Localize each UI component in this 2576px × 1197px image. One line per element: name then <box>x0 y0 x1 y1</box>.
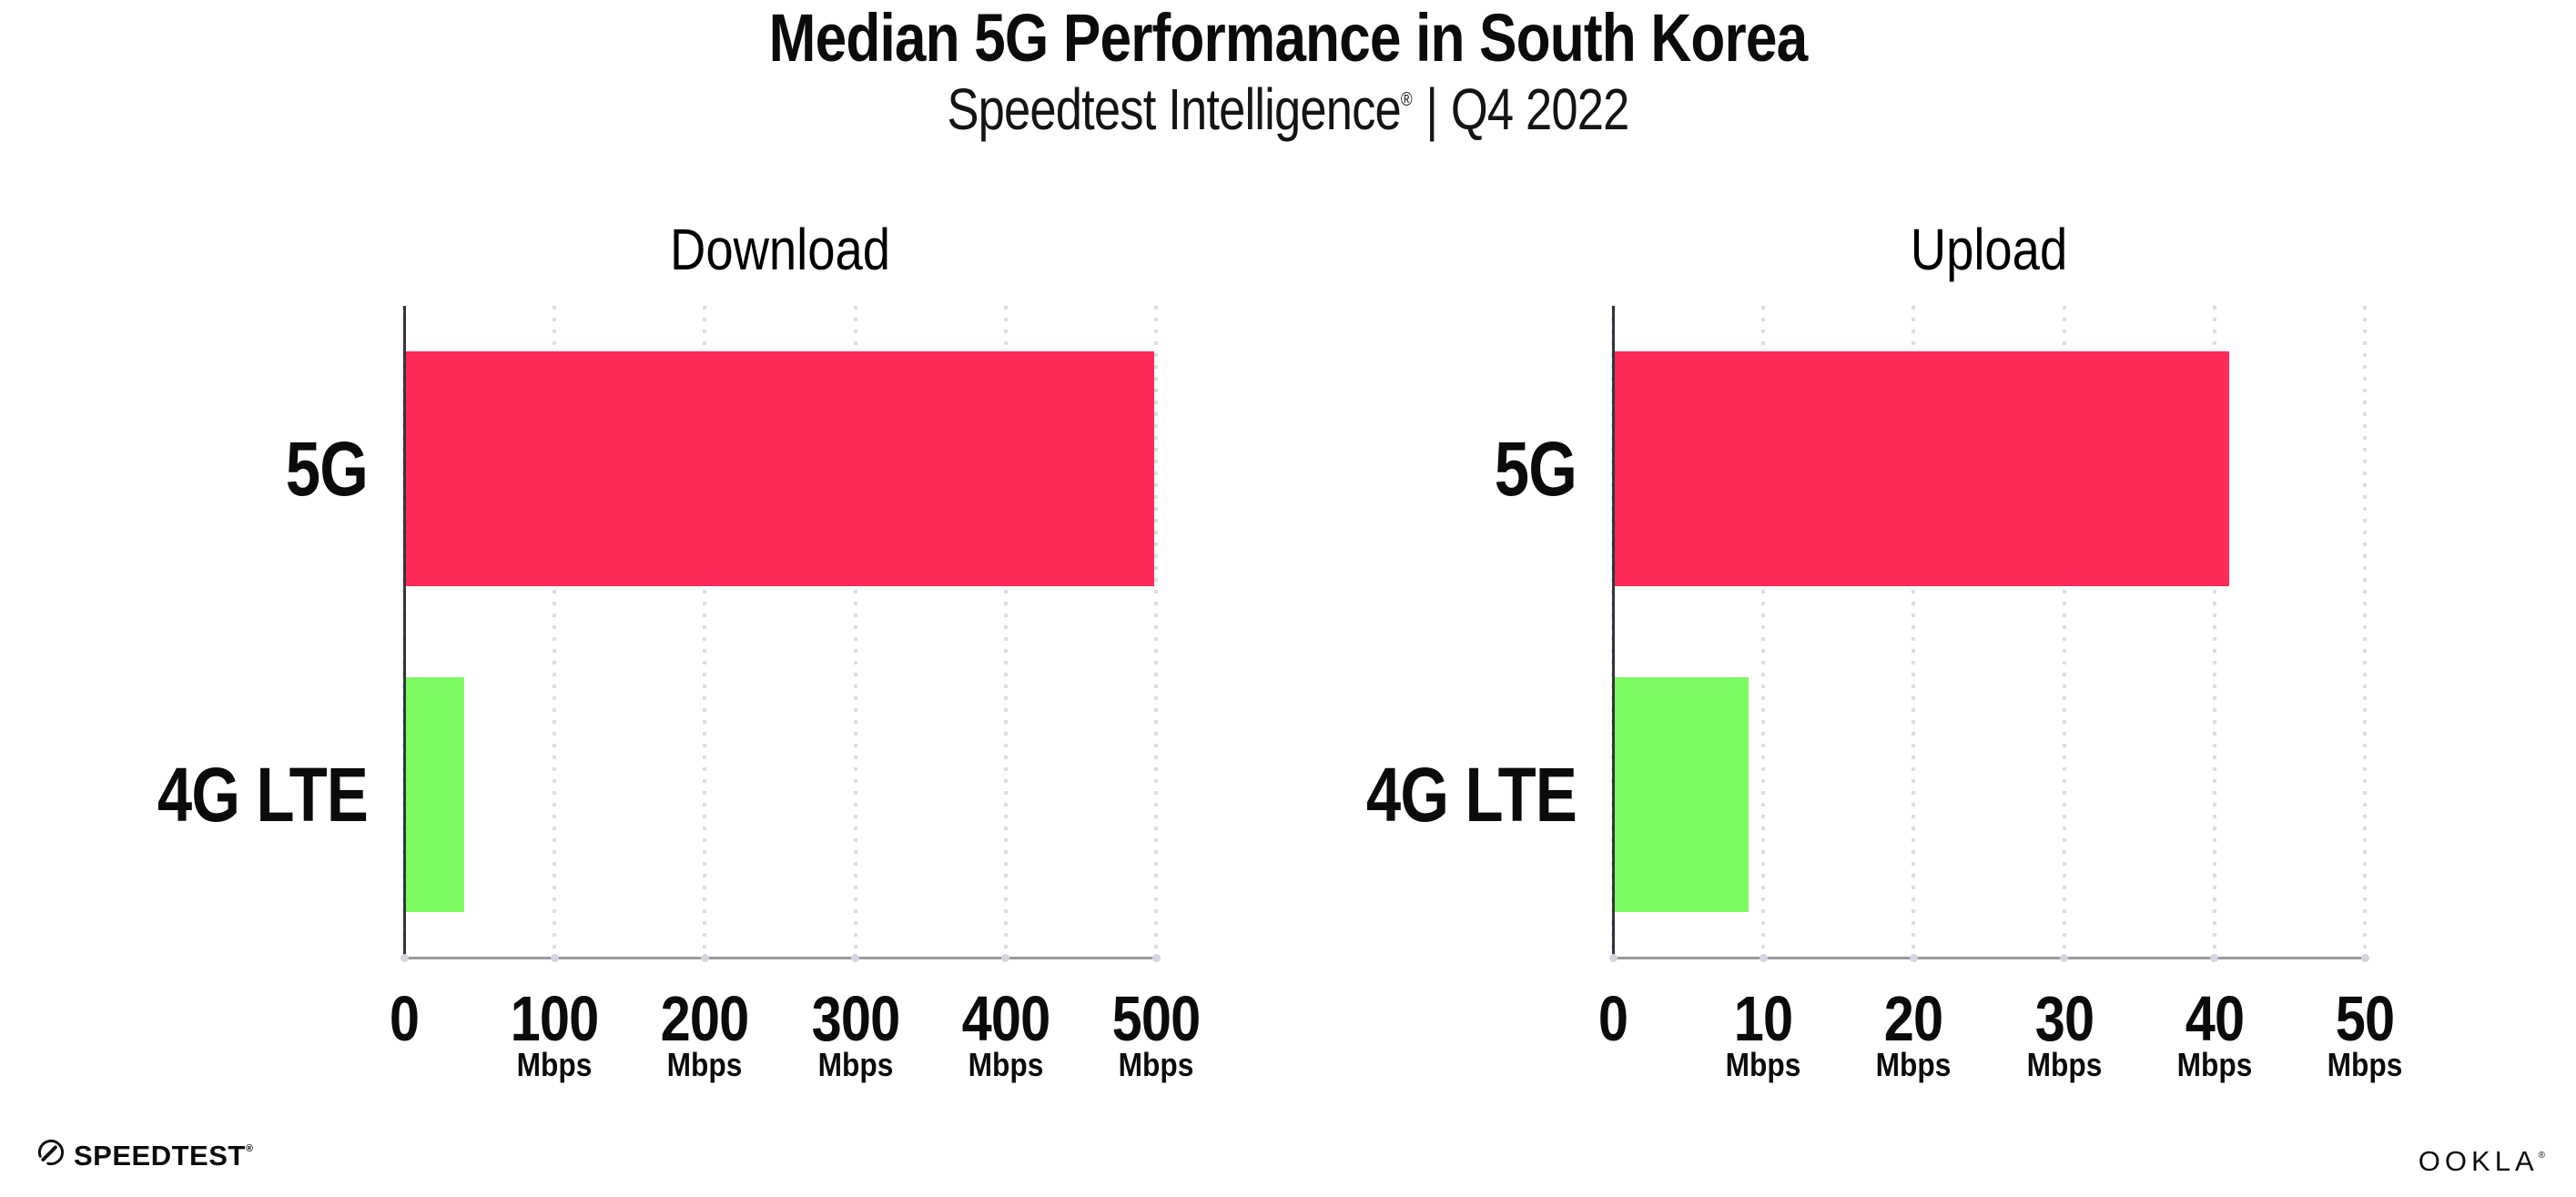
gridline <box>1003 306 1008 958</box>
axis-tick-dot <box>1759 954 1768 962</box>
x-tick-label: 30 <box>2034 983 2094 1054</box>
x-tick-label: 200 <box>661 983 750 1054</box>
x-tick-label: 400 <box>961 983 1050 1054</box>
speedtest-wordmark: SPEEDTEST® <box>74 1140 254 1172</box>
bar-5g <box>1613 351 2230 586</box>
registered-mark: ® <box>245 1143 254 1154</box>
x-tick-label: 500 <box>1111 983 1202 1054</box>
x-tick-unit: Mbps <box>516 1046 593 1083</box>
axis-tick-dot <box>1001 954 1010 962</box>
category-label: 4G LTE <box>1365 752 1577 837</box>
x-tick-label: 0 <box>1597 983 1628 1054</box>
upload-chart: Upload 0 10 Mbps 20 Mbps 30 Mbps 40 Mbps 50 Mbps 5G… <box>1366 217 2402 1129</box>
speedtest-gauge-icon <box>38 1139 65 1166</box>
upload-plot-area: 0 10 Mbps 20 Mbps 30 Mbps 40 Mbps 50 Mbps 5G 4G LTE <box>1366 306 2402 1081</box>
download-chart-title: Download <box>670 217 890 282</box>
x-tick-label: 10 <box>1733 983 1793 1054</box>
bar-4g-lte <box>404 677 465 912</box>
bar-4g-lte <box>1613 677 1749 912</box>
axis-tick-dot <box>1151 954 1161 962</box>
axis-tick-dot <box>1608 954 1618 962</box>
x-axis-line <box>404 957 1156 959</box>
registered-mark: ® <box>1400 89 1413 110</box>
axis-tick-dot <box>851 954 860 962</box>
x-tick-label: 50 <box>2335 983 2395 1054</box>
x-tick-unit: Mbps <box>2176 1046 2253 1083</box>
axis-tick-dot <box>1909 954 1918 962</box>
gridline <box>703 306 707 958</box>
x-tick-label: 0 <box>389 983 420 1054</box>
x-tick-unit: Mbps <box>2327 1046 2403 1083</box>
axis-tick-dot <box>2360 954 2369 962</box>
x-axis-line <box>1613 957 2365 959</box>
x-tick-unit: Mbps <box>2026 1046 2102 1083</box>
page-subtitle: Speedtest Intelligence® | Q4 2022 <box>232 67 2345 142</box>
gridline <box>1912 306 1916 958</box>
axis-tick-dot <box>550 954 559 962</box>
subtitle-brand: Speedtest Intelligence <box>947 76 1401 142</box>
page-title: Median 5G Performance in South Korea <box>768 0 1809 76</box>
speedtest-logo: SPEEDTEST® <box>36 1136 254 1172</box>
category-label: 5G <box>1494 426 1577 512</box>
ookla-wordmark: OOKLA <box>2418 1145 2539 1177</box>
axis-tick-dot <box>400 954 409 962</box>
x-tick-unit: Mbps <box>1118 1046 1194 1083</box>
x-tick-label: 20 <box>1884 983 1943 1054</box>
y-axis-line <box>1612 306 1615 959</box>
x-tick-label: 300 <box>811 983 900 1054</box>
x-tick-unit: Mbps <box>1876 1046 1952 1083</box>
registered-mark: ® <box>2538 1151 2545 1161</box>
gridline <box>2062 306 2066 958</box>
category-label: 4G LTE <box>157 752 369 837</box>
axis-tick-dot <box>700 954 709 962</box>
bar-5g <box>404 351 1155 586</box>
ookla-logo: OOKLA® <box>2419 1141 2545 1175</box>
gridline <box>553 306 557 958</box>
download-chart: Download 0 100 Mbps 200 Mbps 300 Mbps 400 Mbps 50… <box>157 217 1201 1129</box>
axis-tick-dot <box>2060 954 2069 962</box>
subtitle-period: Q4 2022 <box>1450 76 1629 142</box>
gridline <box>1154 306 1158 958</box>
x-tick-unit: Mbps <box>667 1046 743 1083</box>
x-tick-unit: Mbps <box>817 1046 893 1083</box>
category-label: 5G <box>285 426 369 512</box>
x-tick-unit: Mbps <box>1725 1046 1801 1083</box>
x-tick-label: 100 <box>510 983 600 1054</box>
gridline <box>1761 306 1766 958</box>
y-axis-line <box>403 306 406 959</box>
x-tick-label: 40 <box>2185 983 2245 1054</box>
gridline <box>853 306 857 958</box>
gridline <box>2363 306 2367 958</box>
x-tick-unit: Mbps <box>968 1046 1044 1083</box>
download-plot-area: 0 100 Mbps 200 Mbps 300 Mbps 400 Mbps 500 Mbps 5G 4G… <box>157 306 1201 1081</box>
axis-tick-dot <box>2210 954 2219 962</box>
gridline <box>2212 306 2216 958</box>
upload-chart-title: Upload <box>1910 217 2068 282</box>
subtitle-separator: | <box>1425 76 1438 142</box>
